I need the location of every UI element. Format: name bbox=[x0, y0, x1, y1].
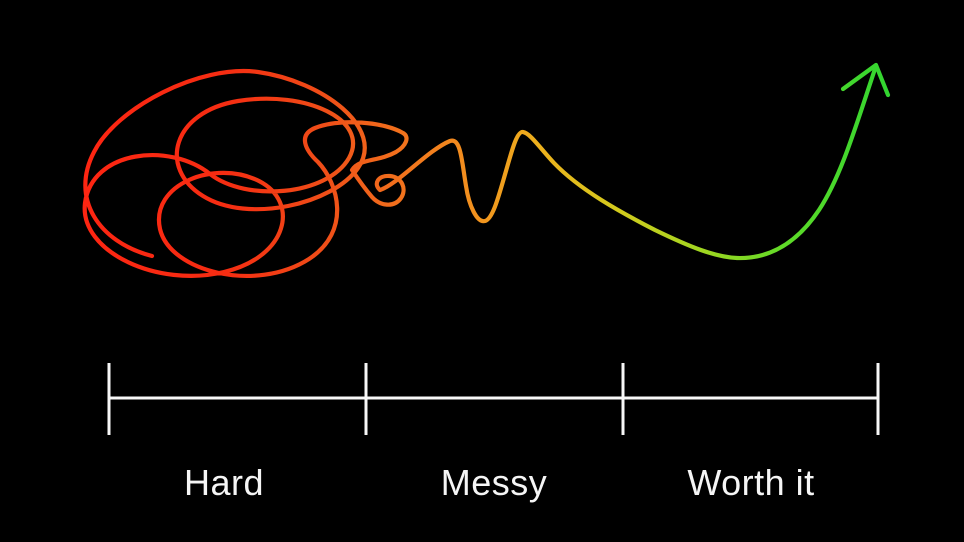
phase-labels: Hard Messy Worth it bbox=[184, 462, 814, 503]
arrowhead-icon bbox=[840, 62, 891, 98]
timeline-axis bbox=[107, 363, 880, 435]
phase-label-worth-it: Worth it bbox=[687, 462, 814, 503]
journey-line bbox=[82, 63, 879, 278]
phase-label-messy: Messy bbox=[441, 462, 548, 503]
phase-label-hard: Hard bbox=[184, 462, 264, 503]
